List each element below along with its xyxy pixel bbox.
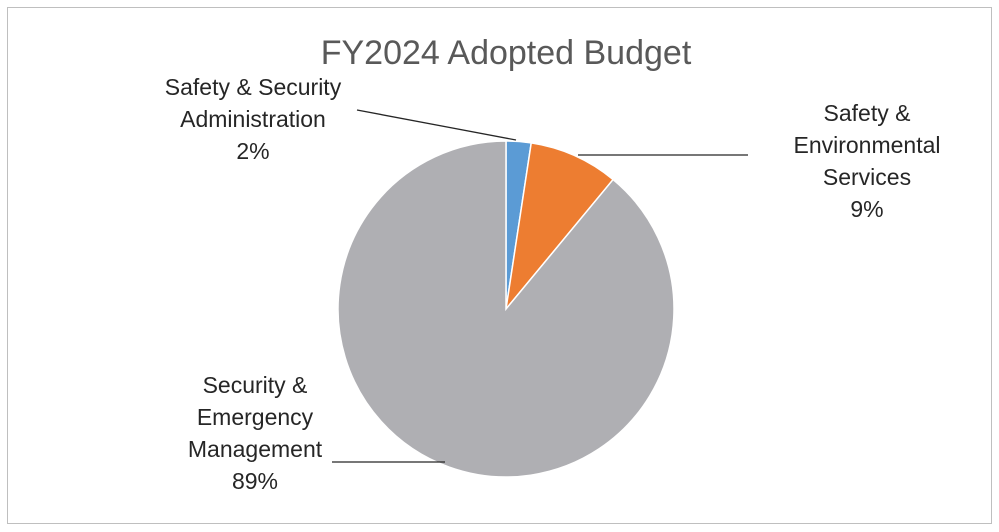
leader-lines — [332, 109, 748, 463]
slice-label: Safety & Security Administration 2% — [165, 74, 342, 164]
slice-label: Security & Emergency Management 89% — [188, 372, 323, 494]
slice-name-line: Safety & Security — [165, 74, 342, 100]
slice-percent-label: 89% — [232, 468, 278, 494]
slice-label: Safety & Environmental Services 9% — [793, 100, 940, 222]
pie-slices — [337, 140, 675, 478]
slice-percent-label: 2% — [236, 138, 269, 164]
slice-name-line: Management — [188, 436, 323, 462]
slice-name-line: Emergency — [197, 404, 314, 430]
leader-line — [356, 109, 517, 141]
slice-labels: Safety & Security Administration 2%Safety … — [165, 74, 941, 494]
slice-name-line: Administration — [180, 106, 326, 132]
slice-name-line: Security & — [203, 372, 308, 398]
pie-slice — [337, 140, 675, 478]
chart-title: FY2024 Adopted Budget — [321, 34, 692, 72]
slice-percent-label: 9% — [850, 196, 883, 222]
pie-slice — [504, 142, 615, 312]
slice-name-line: Environmental — [793, 132, 940, 158]
slice-name-line: Safety & — [824, 100, 911, 126]
slice-name-line: Services — [823, 164, 911, 190]
